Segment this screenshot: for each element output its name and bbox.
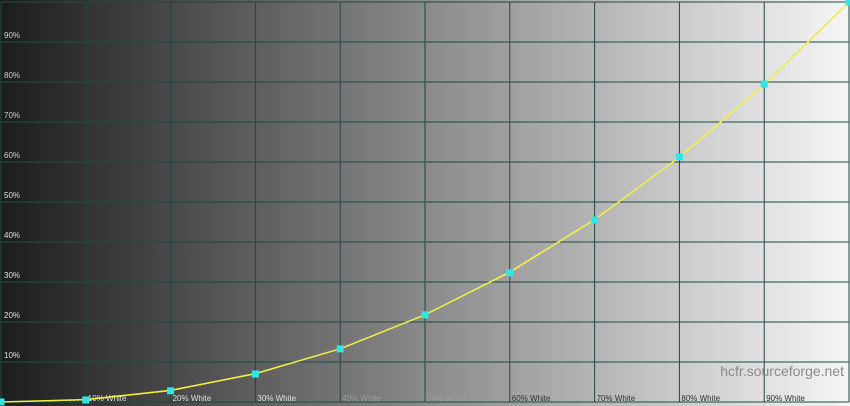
x-tick-label: 10% White — [88, 394, 127, 403]
x-tick-label: 70% White — [597, 394, 636, 403]
x-tick-label: 90% White — [766, 394, 805, 403]
watermark: hcfr.sourceforge.net — [720, 363, 844, 379]
y-tick-label: 50% — [4, 191, 20, 200]
measured-point — [336, 345, 344, 353]
y-tick-label: 40% — [4, 231, 20, 240]
x-tick-label: 50% White — [427, 394, 466, 403]
measured-point — [167, 387, 175, 395]
y-tick-label: 30% — [4, 271, 20, 280]
x-tick-label: 80% White — [681, 394, 720, 403]
measured-point — [421, 311, 429, 319]
x-tick-label: 20% White — [173, 394, 212, 403]
x-tick-label: 60% White — [512, 394, 551, 403]
measured-point — [845, 0, 850, 6]
x-tick-label: 40% White — [342, 394, 381, 403]
y-tick-label: 70% — [4, 111, 20, 120]
x-tick-label: 30% White — [257, 394, 296, 403]
measured-point — [251, 370, 259, 378]
y-tick-label: 80% — [4, 71, 20, 80]
measured-point — [591, 216, 599, 224]
y-tick-label: 10% — [4, 351, 20, 360]
y-tick-label: 90% — [4, 31, 20, 40]
measured-point — [82, 396, 90, 404]
y-tick-label: 60% — [4, 151, 20, 160]
measured-point — [760, 80, 768, 88]
y-tick-label: 20% — [4, 311, 20, 320]
measured-point — [0, 398, 5, 406]
measured-point — [506, 269, 514, 277]
measured-point — [675, 153, 683, 161]
